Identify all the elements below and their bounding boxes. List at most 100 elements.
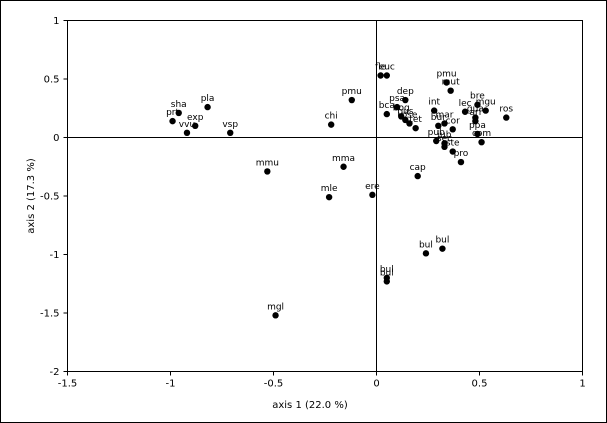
data-point-label: euc xyxy=(379,62,395,72)
data-point xyxy=(412,124,419,132)
data-point-label: gua xyxy=(467,105,484,115)
data-point-label: ppa xyxy=(469,121,486,131)
data-point-label: mma xyxy=(332,154,355,164)
data-point-label: mmu xyxy=(256,158,279,168)
x-tick-label: -1.5 xyxy=(58,379,78,390)
data-point xyxy=(169,117,176,125)
data-point xyxy=(503,114,510,121)
data-point xyxy=(227,129,234,137)
data-point-label: cap xyxy=(410,163,426,173)
y-tick-label: 1 xyxy=(53,16,59,27)
data-point-label: bul xyxy=(380,268,394,278)
data-point-label: bul xyxy=(380,265,394,275)
data-point xyxy=(325,193,333,201)
x-axis-label: axis 1 (22.0 %) xyxy=(272,400,348,411)
data-point xyxy=(474,101,481,108)
data-point-label: chi xyxy=(325,112,338,122)
data-point-label: ste xyxy=(446,139,460,149)
data-point-label: mgl xyxy=(267,302,284,312)
data-point xyxy=(422,250,430,257)
data-point xyxy=(402,96,409,104)
data-point xyxy=(204,103,211,111)
data-point-label: sha xyxy=(171,100,187,110)
y-tick-label: 0.5 xyxy=(44,75,60,86)
data-point-label: sec xyxy=(437,134,452,144)
data-point-label: jub xyxy=(437,130,452,140)
data-point-label: pla xyxy=(201,94,215,104)
y-tick-label: -2 xyxy=(50,367,60,378)
data-point-label: pse xyxy=(401,110,417,120)
data-point xyxy=(441,143,448,151)
data-point xyxy=(472,117,479,125)
data-point-label: mle xyxy=(321,184,338,194)
data-point xyxy=(348,96,355,104)
data-point-label: ros xyxy=(499,105,513,115)
data-point xyxy=(383,110,390,118)
y-tick-label: -0.5 xyxy=(40,192,60,203)
data-point xyxy=(393,103,401,111)
x-tick-label: 0.5 xyxy=(472,379,488,390)
data-point xyxy=(443,79,450,86)
y-axis: -2 -1.5 -1 -0.5 0 0.5 1 xyxy=(40,16,68,378)
x-tick-label: -1 xyxy=(166,379,176,390)
data-point-label: ari xyxy=(470,108,482,118)
data-point xyxy=(383,72,390,79)
data-point-label: int xyxy=(428,98,440,108)
data-point xyxy=(192,122,199,129)
y-tick-label: -1 xyxy=(50,250,60,261)
x-tick-label: -0.5 xyxy=(264,379,284,390)
data-point-label: bul xyxy=(419,240,433,250)
data-point xyxy=(447,87,454,94)
data-point-label: vsp xyxy=(222,120,238,130)
data-point-label: prt xyxy=(166,108,179,118)
data-point-label: cor xyxy=(446,116,460,126)
data-point-label: dep xyxy=(397,87,414,97)
data-point xyxy=(449,148,456,155)
data-point-label: ere xyxy=(365,182,380,192)
data-point-label: pro xyxy=(454,149,469,159)
x-axis: -1.5 -1 -0.5 0 0.5 1 xyxy=(58,371,586,390)
data-point xyxy=(327,121,335,128)
data-point-label: pmu xyxy=(436,70,456,80)
data-point xyxy=(414,172,421,180)
data-point xyxy=(406,120,413,127)
data-point xyxy=(183,129,191,137)
data-point-label: pub xyxy=(428,128,445,138)
zero-lines xyxy=(67,20,583,372)
x-tick-label: 0 xyxy=(373,379,379,390)
data-point xyxy=(430,107,438,114)
data-point xyxy=(461,108,469,115)
data-point xyxy=(264,168,271,175)
data-point-label: bur xyxy=(431,113,446,123)
data-point xyxy=(369,191,376,199)
y-tick-label: -1.5 xyxy=(40,309,60,320)
data-point xyxy=(383,278,390,285)
data-point-label: pus xyxy=(397,107,413,117)
y-axis-label: axis 2 (17.3 %) xyxy=(26,158,37,234)
data-point-label: pmu xyxy=(342,87,362,97)
data-point-label: tet xyxy=(409,115,422,125)
data-point xyxy=(439,245,446,252)
data-point-label: vvu xyxy=(179,120,195,130)
data-point-label: psa xyxy=(389,94,405,104)
data-point-label: com xyxy=(472,129,491,139)
data-point xyxy=(474,130,481,138)
data-point-label: bca xyxy=(379,101,395,111)
y-tick-label: 0 xyxy=(53,133,59,144)
data-point-label: bre xyxy=(470,92,485,102)
data-point xyxy=(377,72,384,79)
data-point xyxy=(441,120,448,127)
data-point-label: lec xyxy=(459,99,472,109)
x-tick-label: 1 xyxy=(579,379,585,390)
data-point xyxy=(457,158,465,166)
data-point-label: mut xyxy=(442,78,460,88)
data-point-label: bul xyxy=(435,236,449,246)
data-point xyxy=(478,138,485,146)
data-point xyxy=(272,312,279,319)
data-point xyxy=(449,126,456,133)
data-point-label: exp xyxy=(187,113,204,123)
data-point xyxy=(175,109,182,117)
